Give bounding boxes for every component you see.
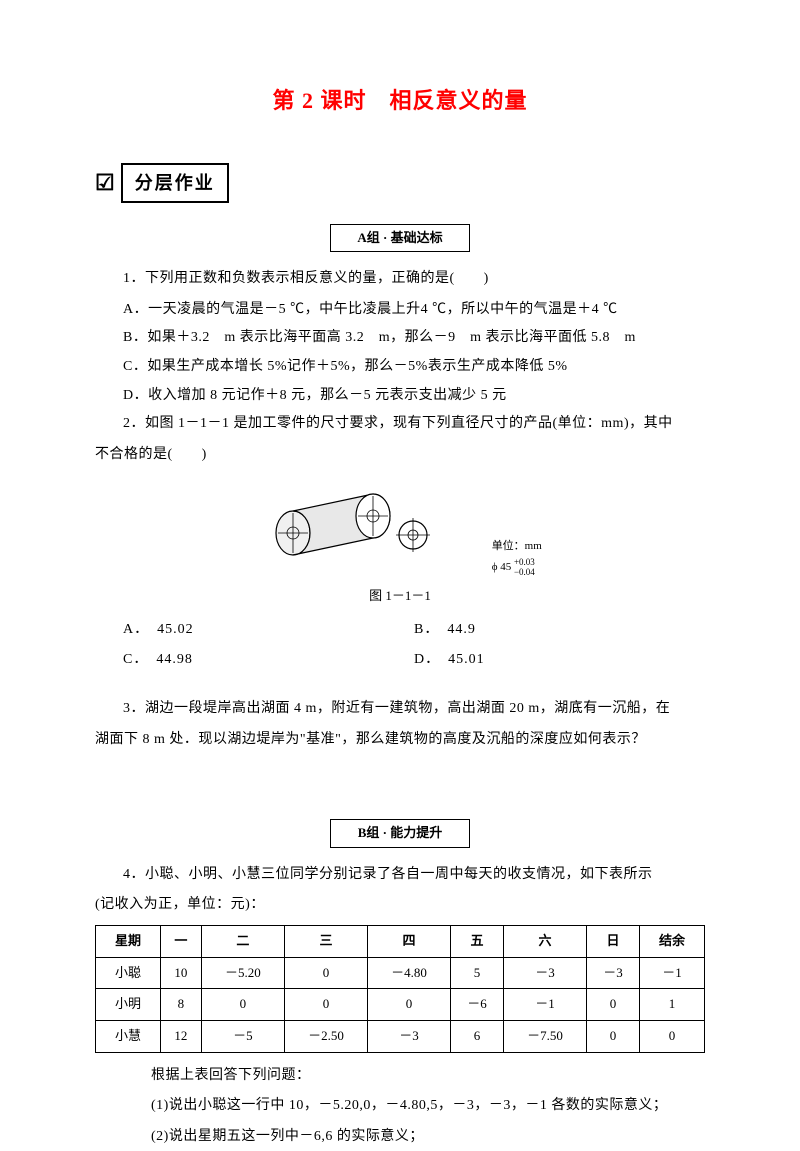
q4-table: 星期 一 二 三 四 五 六 日 结余 小聪 10 －5.20 0 －4.80 …: [95, 925, 705, 1053]
page-title: 第 2 课时 相反意义的量: [95, 80, 705, 122]
cell: －4.80: [367, 957, 450, 989]
q2-options: A． 45.02 B． 44.9 C． 44.98 D． 45.01: [95, 615, 705, 676]
cell: 0: [639, 1021, 704, 1053]
cell: －5: [201, 1021, 284, 1053]
q4-line2: (记收入为正，单位：元)：: [95, 892, 705, 919]
figure-1-1-1: 单位：mm ϕ 45 +0.03 −0.04: [95, 480, 705, 578]
q4-after2: (1)说出小聪这一行中 10，－5.20,0，－4.80,5，－3，－3，－1 …: [95, 1093, 705, 1120]
q4-line1: 4．小聪、小明、小慧三位同学分别记录了各自一周中每天的收支情况，如下表所示: [95, 862, 705, 889]
cell: 12: [160, 1021, 201, 1053]
cell: －1: [503, 989, 586, 1021]
checkmark-icon: ☑: [95, 162, 115, 204]
col-h2: 二: [201, 926, 284, 958]
q2-option-c: C． 44.98: [123, 645, 414, 676]
cell: 10: [160, 957, 201, 989]
cell: －2.50: [284, 1021, 367, 1053]
band-b-label: B组 · 能力提升: [330, 819, 470, 848]
q4-after3: (2)说出星期五这一列中－6,6 的实际意义；: [95, 1124, 705, 1151]
cell: 小明: [96, 989, 161, 1021]
q2-stem-line2: 不合格的是( ): [95, 442, 705, 469]
cell: －3: [503, 957, 586, 989]
cell: 0: [587, 989, 640, 1021]
cell: 0: [284, 989, 367, 1021]
cell: －5.20: [201, 957, 284, 989]
cell: －3: [367, 1021, 450, 1053]
tolerance-block: 单位：mm ϕ 45 +0.03 −0.04: [492, 536, 542, 578]
q4-after1: 根据上表回答下列问题：: [95, 1063, 705, 1090]
unit-text: 单位：mm: [492, 540, 542, 552]
cell: 5: [451, 957, 504, 989]
table-row: 小明 8 0 0 0 －6 －1 0 1: [96, 989, 705, 1021]
cell: －7.50: [503, 1021, 586, 1053]
cell: 6: [451, 1021, 504, 1053]
section-label: 分层作业: [121, 163, 229, 203]
col-h6: 六: [503, 926, 586, 958]
cell: 0: [201, 989, 284, 1021]
cylinder-diagram-icon: [258, 480, 488, 560]
q2-option-a: A． 45.02: [123, 615, 414, 646]
q3-line2: 湖面下 8 m 处．现以湖边堤岸为"基准"，那么建筑物的高度及沉船的深度应如何表…: [95, 727, 705, 754]
q1-option-a: A．一天凌晨的气温是－5 ℃，中午比凌晨上升4 ℃，所以中午的气温是＋4 ℃: [95, 297, 705, 324]
band-a-label: A组 · 基础达标: [330, 224, 470, 253]
tol-minus: −0.04: [514, 567, 535, 577]
q1-option-b: B．如果＋3.2 m 表示比海平面高 3.2 m，那么－9 m 表示比海平面低 …: [95, 325, 705, 352]
tol-plus: +0.03: [514, 557, 535, 567]
table-header-row: 星期 一 二 三 四 五 六 日 结余: [96, 926, 705, 958]
cell: －6: [451, 989, 504, 1021]
cell: 8: [160, 989, 201, 1021]
cell: 小慧: [96, 1021, 161, 1053]
section-header: ☑ 分层作业: [95, 162, 705, 204]
q1-stem: 1．下列用正数和负数表示相反意义的量，正确的是( ): [95, 266, 705, 293]
cell: 0: [284, 957, 367, 989]
cell: －3: [587, 957, 640, 989]
q3-line1: 3．湖边一段堤岸高出湖面 4 m，附近有一建筑物，高出湖面 20 m，湖底有一沉…: [95, 696, 705, 723]
cell: 1: [639, 989, 704, 1021]
cell: 小聪: [96, 957, 161, 989]
table-row: 小慧 12 －5 －2.50 －3 6 －7.50 0 0: [96, 1021, 705, 1053]
col-h0: 星期: [96, 926, 161, 958]
cell: 0: [587, 1021, 640, 1053]
figure-caption: 图 1－1－1: [95, 584, 705, 609]
col-h7: 日: [587, 926, 640, 958]
col-h3: 三: [284, 926, 367, 958]
phi-text: ϕ 45: [492, 561, 512, 573]
col-h8: 结余: [639, 926, 704, 958]
cell: －1: [639, 957, 704, 989]
q2-option-b: B． 44.9: [414, 615, 705, 646]
q1-option-c: C．如果生产成本增长 5%记作＋5%，那么－5%表示生产成本降低 5%: [95, 354, 705, 381]
q2-stem-line1: 2．如图 1－1－1 是加工零件的尺寸要求，现有下列直径尺寸的产品(单位：mm)…: [95, 411, 705, 438]
q2-option-d: D． 45.01: [414, 645, 705, 676]
table-row: 小聪 10 －5.20 0 －4.80 5 －3 －3 －1: [96, 957, 705, 989]
cell: 0: [367, 989, 450, 1021]
col-h4: 四: [367, 926, 450, 958]
col-h5: 五: [451, 926, 504, 958]
q1-option-d: D．收入增加 8 元记作＋8 元，那么－5 元表示支出减少 5 元: [95, 383, 705, 410]
col-h1: 一: [160, 926, 201, 958]
